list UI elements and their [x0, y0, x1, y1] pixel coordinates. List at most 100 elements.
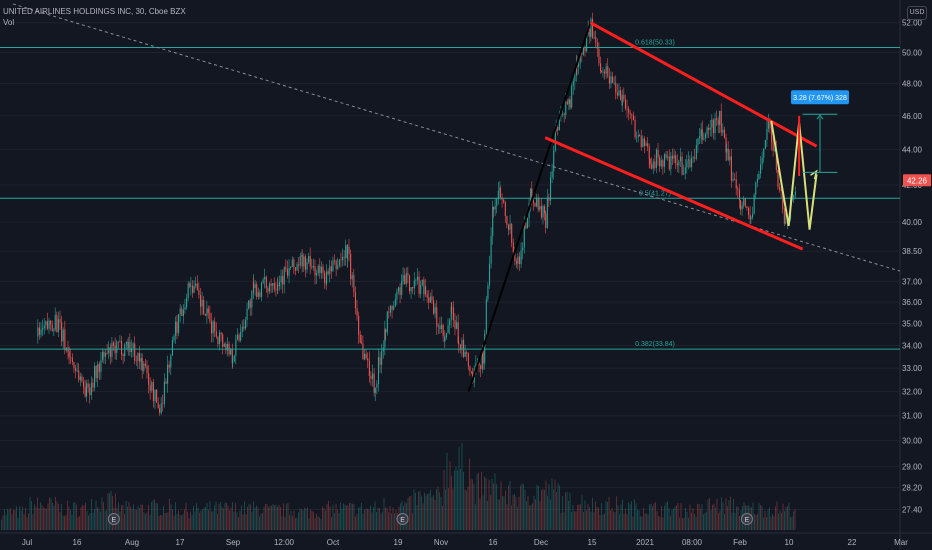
fib-level-label: 0.618(50.33): [635, 40, 675, 47]
candle-body: [662, 160, 664, 167]
volume-bar: [682, 518, 683, 530]
volume-label[interactable]: Vol: [3, 18, 15, 27]
symbol-title[interactable]: UNITED AIRLINES HOLDINGS INC, 30, Cboe B…: [3, 7, 186, 16]
candle-body: [322, 266, 324, 273]
candle-body: [709, 127, 711, 130]
candle-body: [324, 272, 326, 283]
candle-body: [549, 177, 552, 201]
candle-body: [478, 361, 480, 366]
volume-bar: [440, 496, 442, 530]
price-tick-label: 33.00: [902, 364, 923, 373]
candle-body: [772, 142, 774, 151]
volume-bar: [761, 506, 763, 530]
candle-body: [463, 339, 465, 357]
candle-body: [337, 265, 339, 269]
candle-body: [418, 276, 420, 294]
volume-bar: [725, 498, 727, 530]
candle-body: [121, 341, 123, 355]
volume-bar: [418, 491, 419, 530]
volume-bar: [620, 504, 622, 530]
volume-bar: [667, 501, 668, 530]
volume-bar: [14, 509, 16, 530]
volume-bar: [448, 487, 449, 530]
price-tick-label: 32.00: [902, 388, 923, 397]
candle-body: [413, 280, 415, 289]
candle-body: [657, 149, 659, 158]
volume-bar: [730, 496, 731, 530]
candle-body: [722, 129, 724, 133]
volume-bar: [164, 513, 166, 530]
volume-bar: [355, 516, 356, 530]
volume-bar: [50, 498, 52, 530]
volume-bar: [529, 505, 530, 530]
volume-bar: [178, 510, 179, 530]
volume-bar: [407, 497, 409, 530]
volume-bar: [199, 512, 200, 530]
candle-body: [450, 306, 452, 321]
candle-body: [215, 331, 217, 337]
volume-bar: [728, 500, 730, 530]
volume-bar: [638, 510, 640, 530]
volume-bar: [269, 505, 271, 530]
volume-bar: [427, 493, 428, 530]
candle-body: [551, 171, 553, 178]
candle-body: [675, 155, 677, 163]
volume-bar: [94, 508, 95, 530]
volume-bar: [224, 502, 226, 530]
volume-bar: [334, 513, 335, 530]
volume-bar: [590, 511, 592, 530]
volume-bar: [313, 511, 314, 530]
volume-bar: [115, 493, 116, 530]
volume-bar: [317, 516, 319, 530]
volume-bar: [532, 503, 533, 530]
volume-bar: [601, 503, 602, 530]
volume-bar: [392, 507, 394, 530]
candle-body: [613, 82, 615, 84]
volume-bar: [653, 503, 655, 530]
volume-bar: [323, 507, 325, 530]
volume-bar: [502, 496, 503, 530]
candle-body: [311, 266, 313, 268]
currency-button[interactable]: USD: [907, 6, 927, 20]
volume-bar: [10, 508, 11, 530]
volume-bar: [143, 512, 145, 530]
candle-body: [364, 353, 366, 360]
candle-body: [308, 256, 310, 263]
volume-bar: [382, 511, 383, 530]
volume-bar: [443, 469, 445, 530]
candle-body: [57, 319, 60, 333]
candle-body: [332, 260, 334, 272]
volume-bar: [394, 513, 395, 530]
candle-body: [182, 309, 184, 317]
volume-bar: [790, 517, 791, 530]
volume-bar: [229, 510, 230, 530]
volume-bar: [92, 512, 94, 530]
candle-body: [399, 287, 401, 295]
candle-body: [326, 271, 328, 284]
volume-bar: [280, 506, 281, 530]
volume-bar: [545, 480, 547, 530]
candle-body: [397, 287, 400, 292]
volume-bar: [469, 458, 470, 530]
volume-bar: [565, 492, 566, 530]
volume-bar: [578, 504, 580, 530]
volume-bar: [655, 502, 656, 530]
volume-bar: [499, 499, 500, 530]
candle-body: [604, 71, 606, 74]
volume-bar: [193, 506, 194, 530]
volume-bar: [641, 516, 643, 530]
candle-body: [151, 382, 153, 391]
candle-body: [539, 205, 541, 210]
volume-bar: [341, 509, 343, 530]
volume-bar: [539, 501, 541, 530]
volume-bar: [86, 511, 88, 530]
volume-bar: [307, 507, 308, 530]
volume-bar: [769, 507, 770, 530]
candle-body: [569, 99, 571, 108]
volume-bar: [278, 504, 280, 530]
candle-body: [105, 353, 107, 357]
volume-bar: [260, 513, 262, 530]
volume-bar: [188, 518, 190, 530]
volume-bar: [68, 506, 70, 530]
